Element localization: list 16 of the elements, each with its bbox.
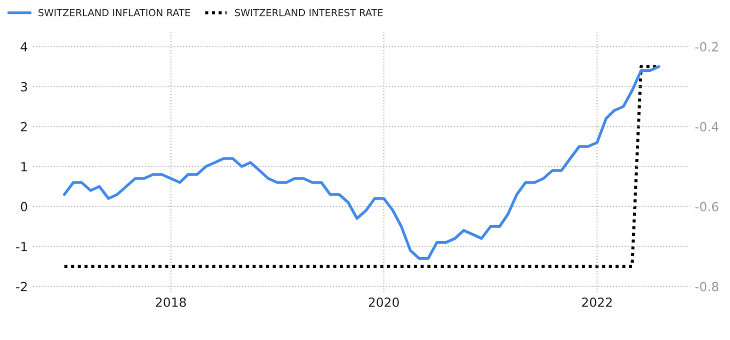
y-tick-label: -1 (16, 242, 27, 252)
y2-tick-label: -0.8 (695, 282, 718, 292)
y-tick-label: 0 (20, 202, 28, 212)
x-tick-label: 2020 (368, 297, 399, 307)
y2-tick-label: -0.6 (695, 202, 718, 212)
y-tick-label: 1 (21, 162, 27, 172)
y-tick-label: 3 (20, 82, 27, 92)
x-tick-label: 2022 (582, 297, 612, 307)
y-tick-label: 4 (20, 42, 28, 52)
y-tick-label: 2 (20, 122, 27, 132)
y2-tick-label: -0.2 (695, 42, 718, 52)
x-tick-label: 2018 (156, 297, 186, 307)
y2-tick-label: -0.4 (695, 122, 718, 132)
legend-label: SWITZERLAND INFLATION RATE (38, 8, 190, 16)
legend-label: SWITZERLAND INTEREST RATE (235, 8, 383, 16)
y-tick-label: -2 (16, 282, 27, 292)
